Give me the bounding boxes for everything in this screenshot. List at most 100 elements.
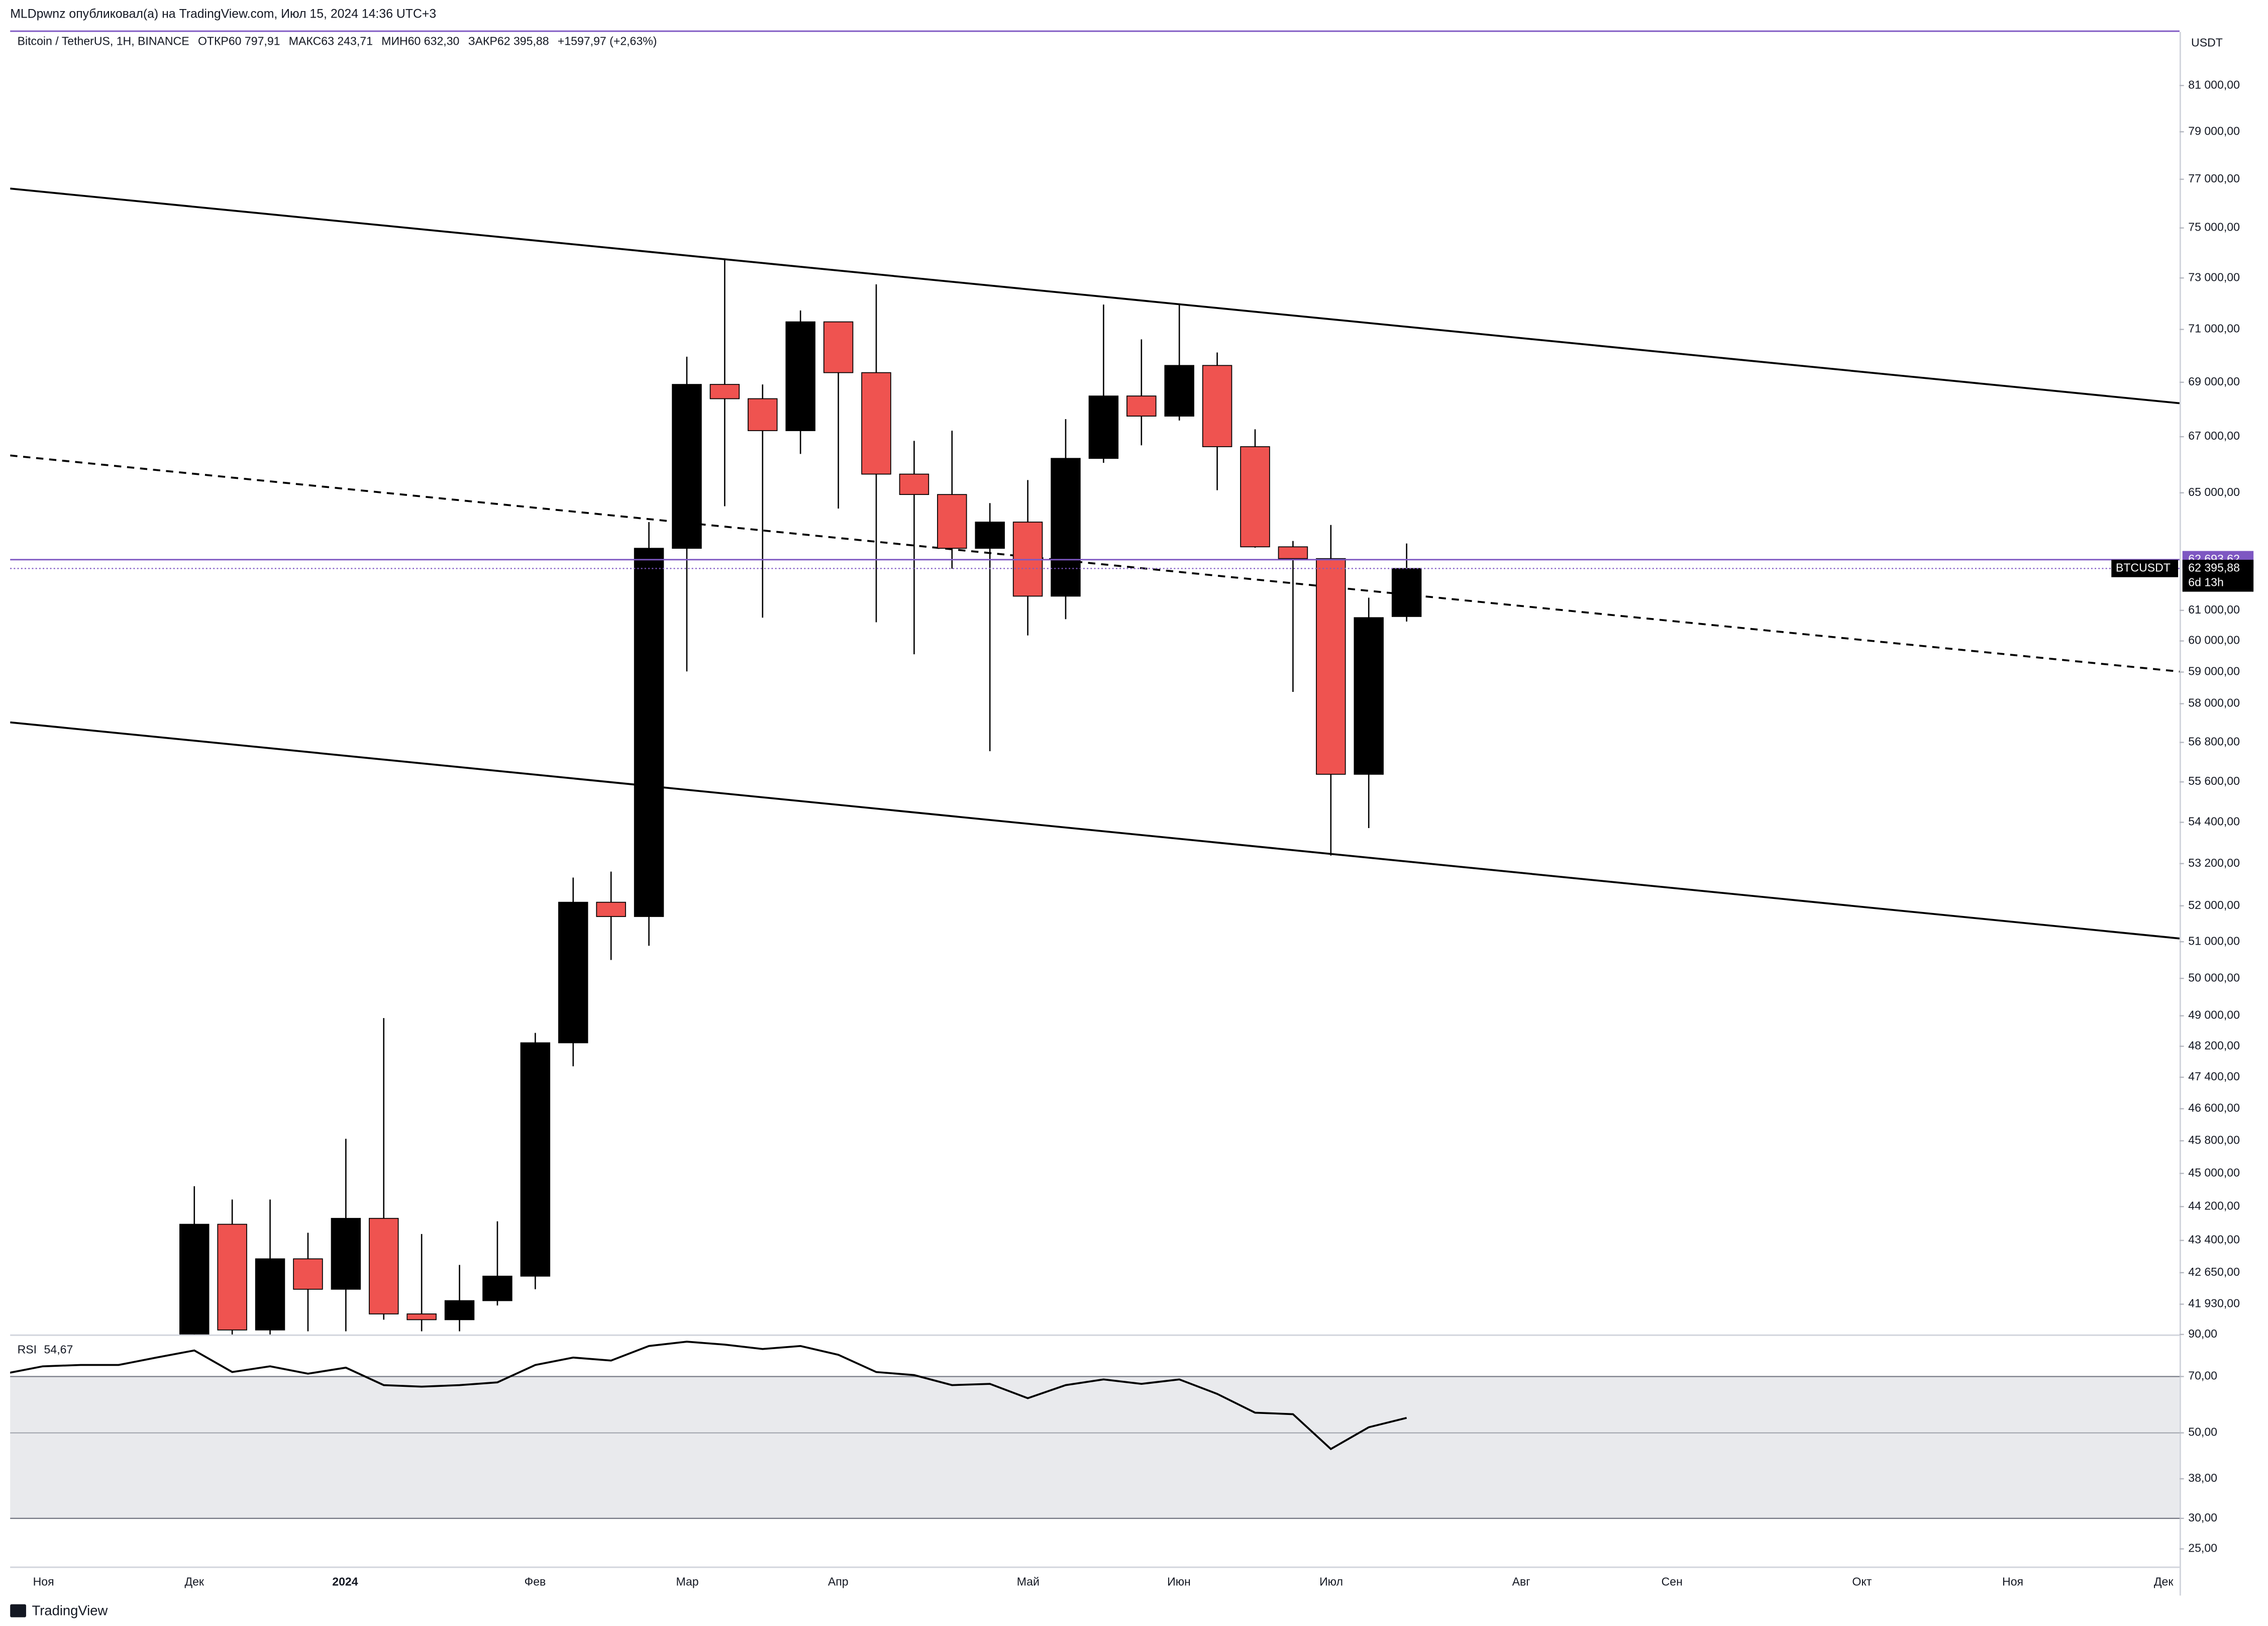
x-tick-label: Апр [828, 1575, 849, 1588]
candle-body [331, 1217, 361, 1290]
y-tick-label: 30,00 [2188, 1511, 2217, 1524]
candle-body [1088, 395, 1119, 459]
y-tick-label: 60 000,00 [2188, 634, 2240, 647]
x-tick-label: Мар [676, 1575, 698, 1588]
rsi-value: 54,67 [44, 1343, 73, 1356]
x-tick-label: Дек [184, 1575, 204, 1588]
y-tick-label: 75 000,00 [2188, 221, 2240, 234]
candle-body [293, 1258, 323, 1290]
y-tick-label: 41 930,00 [2188, 1297, 2240, 1310]
candle-body [1391, 568, 1422, 617]
candle-body [255, 1258, 285, 1331]
x-tick-label: Дек [2154, 1575, 2174, 1588]
legend-close: ЗАКР62 395,88 [468, 35, 549, 48]
candle-body [709, 384, 740, 399]
candle-body [444, 1300, 475, 1320]
candle-body [937, 494, 967, 549]
y-tick-label: 49 000,00 [2188, 1008, 2240, 1022]
y-tick-label: 44 200,00 [2188, 1199, 2240, 1212]
y-tick-label: 61 000,00 [2188, 603, 2240, 616]
y-tick-label: 56 800,00 [2188, 735, 2240, 748]
y-tick-label: 47 400,00 [2188, 1070, 2240, 1083]
y-tick-label: 50,00 [2188, 1426, 2217, 1439]
currency: USDT [2191, 36, 2223, 49]
y-tick-label: 45 000,00 [2188, 1166, 2240, 1179]
candle-body [369, 1217, 399, 1314]
y-tick-label: 90,00 [2188, 1327, 2217, 1340]
rsi-legend: RSI 54,67 [18, 1343, 73, 1356]
y-tick-label: 70,00 [2188, 1369, 2217, 1382]
legend-change: +1597,97 (+2,63%) [558, 35, 657, 48]
x-tick-label: Июн [1167, 1575, 1191, 1588]
candle-body [596, 901, 626, 917]
legend-high: МАКС63 243,71 [289, 35, 373, 48]
channel-mid [10, 454, 2180, 673]
y-tick-label: 42 650,00 [2188, 1265, 2240, 1278]
drawings [10, 187, 2180, 940]
publisher: MLDpwnz опубликовал(а) на TradingView.co… [10, 7, 436, 21]
y-tick-label: 48 200,00 [2188, 1039, 2240, 1052]
y-tick-label: 67 000,00 [2188, 429, 2240, 442]
symbol-label: BTCUSDT [2116, 561, 2171, 574]
x-tick-label: Июл [1319, 1575, 1343, 1588]
candle-body [975, 522, 1005, 549]
y-tick-label: 46 600,00 [2188, 1101, 2240, 1114]
candle-body [1126, 395, 1157, 417]
x-tick-label: Фев [525, 1575, 546, 1588]
y-tick-label: 58 000,00 [2188, 696, 2240, 709]
candle-body [217, 1224, 247, 1331]
candle-body [1240, 446, 1270, 548]
logo-text: TradingView [32, 1602, 108, 1618]
candle-body [482, 1275, 512, 1301]
y-tick-label: 53 200,00 [2188, 856, 2240, 869]
y-tick-label: 55 600,00 [2188, 774, 2240, 787]
legend-open: ОТКР60 797,91 [198, 35, 280, 48]
y-tick-label: 59 000,00 [2188, 665, 2240, 678]
x-tick-label: Окт [1852, 1575, 1872, 1588]
last-price-label: 62 395,88 [2188, 561, 2240, 574]
candles [179, 260, 1422, 1335]
x-tick-label: Сен [1662, 1575, 1683, 1588]
y-tick-label: 38,00 [2188, 1471, 2217, 1484]
y-tick-label: 73 000,00 [2188, 270, 2240, 283]
x-tick-label: Май [1017, 1575, 1040, 1588]
candle-body [1051, 458, 1081, 597]
candle-body [861, 372, 891, 475]
y-tick-label: 51 000,00 [2188, 934, 2240, 947]
symbol-box [2111, 560, 2179, 577]
x-tick-label: Авг [1512, 1575, 1530, 1588]
candle-body [823, 321, 854, 373]
candle-body [1354, 617, 1384, 775]
y-tick-label: 50 000,00 [2188, 971, 2240, 984]
y-tick-label: 25,00 [2188, 1542, 2217, 1555]
channel-bottom [10, 721, 2180, 940]
legend: Bitcoin / TetherUS, 1H, BINANCE ОТКР60 79… [18, 35, 657, 48]
y-tick-label: 43 400,00 [2188, 1233, 2240, 1246]
y-tick-label: 54 400,00 [2188, 815, 2240, 828]
candle-body [634, 548, 664, 917]
rsi-name: RSI [18, 1343, 37, 1356]
candle-body [672, 384, 702, 549]
x-tick-label: 2024 [332, 1575, 358, 1588]
logo: TradingView [10, 1602, 108, 1618]
countdown: 6d 13h [2188, 575, 2224, 588]
rsi-line [10, 1341, 1407, 1451]
candle-body [406, 1313, 437, 1320]
x-tick-label: Ноя [33, 1575, 54, 1588]
candle-body [558, 901, 588, 1044]
candle-body [1164, 365, 1194, 417]
candle-body [1278, 546, 1308, 559]
x-tick-label: Ноя [2002, 1575, 2023, 1588]
candle-body [899, 473, 930, 495]
candle-body [1202, 365, 1232, 447]
y-tick-label: 79 000,00 [2188, 124, 2240, 137]
y-tick-label: 81 000,00 [2188, 78, 2240, 91]
candle-body [179, 1224, 210, 1335]
y-tick-label: 71 000,00 [2188, 322, 2240, 335]
legend-low: МИН60 632,30 [381, 35, 459, 48]
y-tick-label: 45 800,00 [2188, 1133, 2240, 1146]
candle-body [785, 321, 815, 431]
